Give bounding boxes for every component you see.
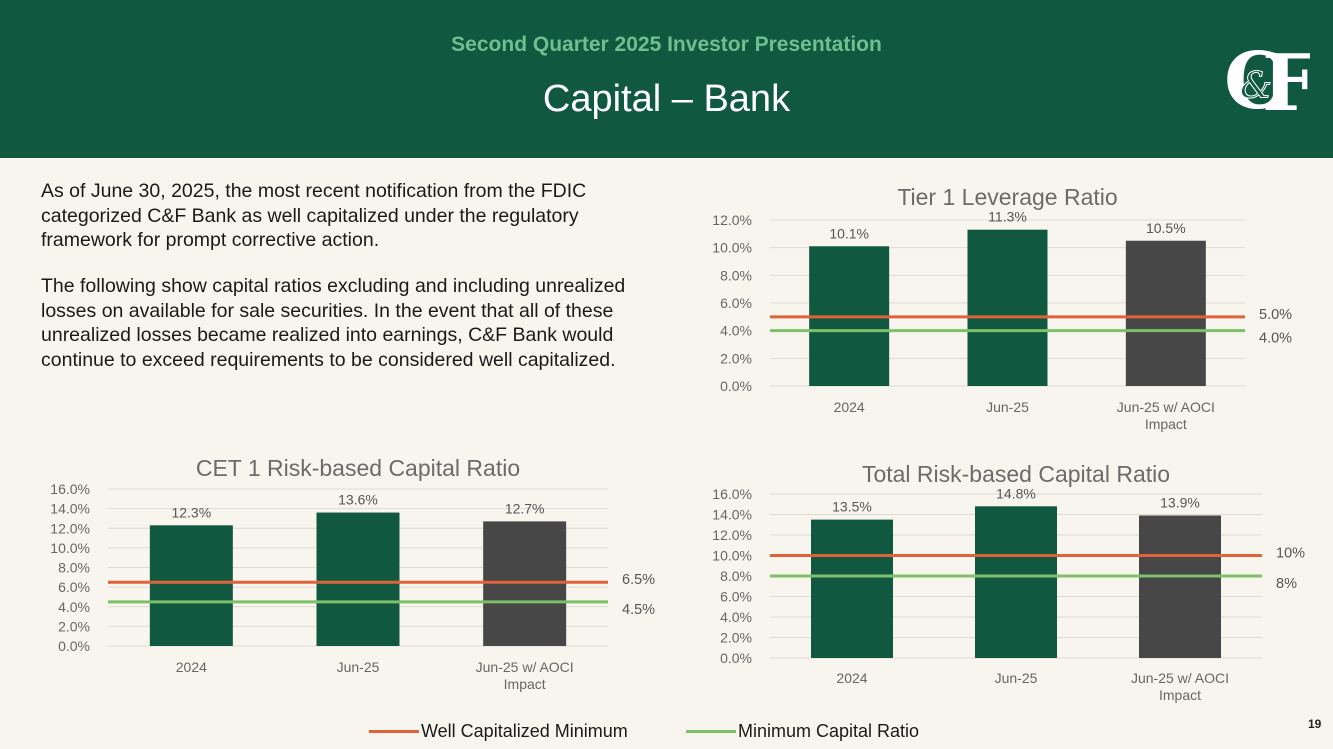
x-tick-label-line: Jun-25 — [337, 659, 380, 675]
x-tick-label-line: Jun-25 w/ AOCI — [1131, 670, 1229, 686]
y-tick-label: 8.0% — [58, 560, 90, 576]
y-tick-label: 4.0% — [720, 609, 752, 625]
x-tick-label-line: Jun-25 — [986, 399, 1029, 415]
y-tick-label: 10.0% — [712, 548, 752, 564]
x-tick-label: Jun-25 w/ AOCI Impact — [1131, 670, 1229, 703]
reference-line-label: 8% — [1276, 576, 1297, 592]
y-tick-label: 16.0% — [712, 486, 752, 502]
y-tick-label: 4.0% — [58, 599, 90, 615]
x-tick-label: Jun-25 — [995, 670, 1038, 686]
y-tick-label: 12.0% — [50, 520, 90, 536]
y-tick-label: 6.0% — [720, 589, 752, 605]
svg-text:F: F — [1262, 38, 1310, 118]
presentation-subtitle: Second Quarter 2025 Investor Presentatio… — [451, 33, 882, 56]
bar — [811, 519, 893, 658]
data-label: 10.5% — [1146, 220, 1186, 236]
y-tick-label: 0.0% — [58, 638, 90, 654]
y-tick-label: 4.0% — [720, 323, 752, 339]
reference-line-label: 4.5% — [622, 602, 655, 618]
x-tick-label-line: Jun-25 w/ AOCI — [1117, 399, 1215, 415]
x-tick-label-line: 2024 — [834, 399, 865, 415]
x-tick-label: Jun-25 — [337, 659, 380, 675]
chart-title: Total Risk-based Capital Ratio — [862, 461, 1170, 487]
reference-line-label: 5.0% — [1259, 307, 1292, 323]
x-tick-label: Jun-25 — [986, 399, 1029, 415]
data-label: 13.5% — [832, 499, 872, 515]
y-tick-label: 12.0% — [712, 527, 752, 543]
bar — [1125, 240, 1206, 386]
reference-line-label: 10% — [1276, 546, 1305, 562]
y-tick-label: 2.0% — [720, 630, 752, 646]
y-tick-label: 12.0% — [712, 212, 752, 228]
page-title: Capital – Bank — [542, 78, 791, 120]
header-banner: Second Quarter 2025 Investor Presentatio… — [0, 0, 1333, 158]
legend-swatch-orange — [369, 729, 419, 733]
y-tick-label: 10.0% — [50, 540, 90, 556]
y-tick-label: 0.0% — [720, 650, 752, 666]
y-tick-label: 2.0% — [720, 350, 752, 366]
bar — [967, 229, 1048, 386]
bar — [1139, 515, 1221, 658]
x-tick-label-line: Impact — [1145, 416, 1187, 432]
data-label: 14.8% — [996, 485, 1036, 501]
x-tick-label-line: 2024 — [836, 670, 867, 686]
x-tick-label-line: Impact — [1159, 687, 1201, 703]
legend-label: Well Capitalized Minimum — [421, 720, 628, 741]
cf-logo: C F & — [1224, 38, 1310, 118]
svg-text:C: C — [1224, 38, 1286, 118]
x-tick-label-line: Impact — [504, 676, 546, 692]
data-label: 11.3% — [988, 209, 1027, 225]
chart-title: Tier 1 Leverage Ratio — [897, 184, 1117, 210]
data-label: 12.3% — [171, 504, 211, 520]
y-tick-label: 6.0% — [58, 579, 90, 595]
y-tick-label: 0.0% — [720, 378, 752, 394]
x-tick-label-line: Jun-25 w/ AOCI — [476, 659, 574, 675]
reference-line-label: 6.5% — [622, 572, 655, 588]
reference-line-label: 4.0% — [1259, 331, 1292, 347]
svg-text:&: & — [1240, 66, 1272, 107]
bar — [975, 506, 1057, 658]
x-tick-label: 2024 — [834, 399, 865, 415]
legend-swatch-green — [686, 729, 736, 733]
legend-well-capitalized: Well Capitalized Minimum — [369, 720, 628, 742]
y-tick-label: 8.0% — [720, 267, 752, 283]
bar — [149, 525, 233, 646]
x-tick-label: Jun-25 w/ AOCI Impact — [1117, 399, 1215, 432]
data-label: 12.7% — [505, 500, 545, 516]
x-tick-label: Jun-25 w/ AOCI Impact — [476, 659, 574, 692]
x-tick-label-line: Jun-25 — [995, 670, 1038, 686]
x-tick-label: 2024 — [176, 659, 207, 675]
y-tick-label: 6.0% — [720, 295, 752, 311]
page-number: 19 — [1308, 717, 1322, 731]
data-label: 13.9% — [1160, 495, 1200, 511]
y-tick-label: 14.0% — [712, 507, 752, 523]
y-tick-label: 16.0% — [50, 481, 90, 497]
legend-minimum: Minimum Capital Ratio — [686, 720, 919, 742]
data-label: 13.6% — [338, 492, 378, 508]
explanation-paragraph: The following show capital ratios exclud… — [41, 275, 626, 371]
chart-title: CET 1 Risk-based Capital Ratio — [196, 455, 520, 481]
intro-paragraph: As of June 30, 2025, the most recent not… — [41, 180, 587, 251]
y-tick-label: 14.0% — [50, 501, 90, 517]
data-label: 10.1% — [829, 225, 869, 241]
bar — [316, 512, 400, 646]
legend-label: Minimum Capital Ratio — [738, 720, 920, 741]
x-tick-label: 2024 — [836, 670, 867, 686]
y-tick-label: 2.0% — [58, 618, 90, 634]
y-tick-label: 10.0% — [712, 240, 752, 256]
y-tick-label: 8.0% — [720, 568, 752, 584]
x-tick-label-line: 2024 — [176, 659, 207, 675]
